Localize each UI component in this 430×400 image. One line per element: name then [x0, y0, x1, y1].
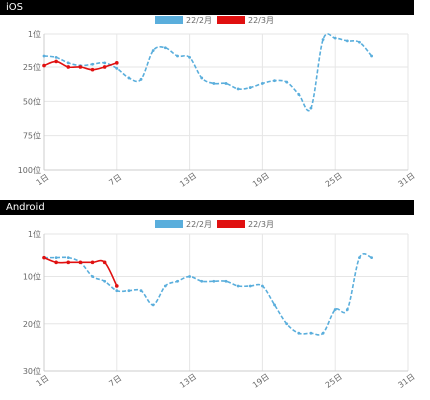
ios-data-point-mar — [66, 65, 71, 69]
ios-data-point-feb — [261, 82, 264, 85]
ios-x-tick-label: 13日 — [178, 171, 198, 189]
ios-y-tick-label: 25位 — [23, 62, 41, 72]
android-data-point-feb — [200, 279, 204, 283]
android-data-point-feb — [188, 275, 192, 278]
android-x-tick-label: 31日 — [397, 372, 417, 390]
ios-data-point-feb — [42, 54, 46, 58]
android-data-point-feb — [333, 308, 337, 311]
android-data-point-mar — [115, 284, 119, 288]
ios-data-point-feb — [188, 55, 192, 59]
android-data-point-feb — [273, 303, 276, 307]
android-x-tick-label: 13日 — [178, 372, 198, 390]
ios-data-point-feb — [127, 76, 131, 80]
android-data-point-mar — [66, 260, 71, 265]
android-data-point-feb — [285, 322, 289, 326]
android-x-tick-label: 25日 — [324, 372, 344, 390]
ios-data-point-mar — [102, 65, 107, 69]
ios-legend-label-feb: 22/2月 — [186, 16, 212, 25]
android-data-point-feb — [370, 256, 373, 260]
android-data-point-mar — [78, 260, 83, 265]
android-x-tick-label: 19日 — [251, 372, 271, 390]
android-y-tick-label: 30位 — [23, 366, 41, 376]
ios-data-point-feb — [333, 36, 337, 40]
ios-data-point-feb — [212, 82, 216, 85]
ios-data-point-feb — [297, 93, 301, 96]
ios-series-line-feb — [43, 33, 373, 112]
ios-data-point-mar — [42, 63, 46, 68]
android-data-point-feb — [127, 289, 131, 293]
ios-data-point-feb — [151, 49, 155, 52]
ios-data-point-feb — [54, 55, 58, 59]
android-x-tick-label: 7日 — [107, 374, 123, 389]
android-data-point-feb — [176, 279, 179, 283]
android-data-point-feb — [212, 279, 216, 283]
android-data-point-feb — [224, 279, 228, 283]
android-data-point-feb — [345, 308, 349, 311]
ios-panel-header: iOS — [0, 0, 414, 15]
android-data-point-feb — [151, 303, 155, 307]
ios-data-point-feb — [91, 62, 94, 66]
android-data-point-feb — [54, 256, 58, 260]
android-legend-swatch-feb — [155, 220, 183, 228]
android-legend-label-feb: 22/2月 — [186, 220, 212, 229]
android-data-point-feb — [358, 256, 361, 260]
android-data-point-feb — [163, 284, 167, 288]
ios-data-point-feb — [248, 86, 252, 89]
android-data-point-feb — [321, 331, 325, 335]
ios-data-point-feb — [370, 54, 373, 58]
ios-data-point-mar — [54, 59, 58, 64]
ios-data-point-feb — [236, 87, 240, 91]
ios-data-point-mar — [115, 61, 119, 65]
android-data-point-feb — [297, 331, 301, 335]
android-data-point-mar — [42, 255, 46, 260]
ios-data-point-feb — [309, 106, 313, 110]
android-data-point-feb — [261, 284, 264, 288]
android-data-point-feb — [236, 284, 240, 288]
ios-data-point-mar — [78, 65, 83, 69]
ios-data-point-feb — [345, 39, 349, 43]
ios-data-point-feb — [200, 76, 204, 80]
android-data-point-feb — [66, 256, 70, 260]
ios-x-tick-label: 25日 — [324, 171, 344, 189]
android-data-point-feb — [139, 289, 143, 293]
ios-data-point-feb — [103, 61, 107, 65]
android-data-point-feb — [248, 284, 252, 288]
android-legend-label-mar: 22/3月 — [248, 220, 274, 229]
ios-y-tick-label: 50位 — [23, 96, 41, 106]
android-panel-header: Android — [0, 200, 414, 215]
android-legend-swatch-mar — [217, 220, 245, 228]
ios-legend-swatch-feb — [155, 16, 183, 24]
ios-data-point-mar — [90, 67, 95, 72]
android-data-point-feb — [115, 289, 119, 293]
ios-x-tick-label: 7日 — [107, 173, 123, 188]
android-data-point-feb — [91, 275, 94, 278]
ios-data-point-feb — [273, 79, 276, 83]
ios-y-tick-label: 75位 — [23, 131, 41, 141]
ios-data-point-feb — [176, 54, 179, 58]
ios-y-tick-label: 100位 — [18, 165, 41, 175]
ios-data-point-feb — [115, 66, 119, 70]
android-data-point-feb — [103, 279, 107, 283]
android-y-tick-label: 20位 — [23, 319, 41, 329]
android-data-point-mar — [90, 260, 95, 265]
ios-data-point-feb — [358, 40, 361, 44]
ios-x-tick-label: 19日 — [251, 171, 271, 189]
ios-legend-label-mar: 22/3月 — [248, 16, 274, 25]
android-y-tick-label: 10位 — [23, 272, 41, 282]
ios-data-point-feb — [224, 82, 228, 85]
ios-data-point-feb — [66, 61, 70, 65]
ios-data-point-feb — [285, 80, 289, 84]
android-data-point-feb — [309, 331, 313, 335]
ios-data-point-feb — [163, 46, 167, 50]
ios-x-tick-label: 31日 — [397, 171, 417, 189]
ios-legend-swatch-mar — [217, 16, 245, 24]
ios-y-tick-label: 1位 — [28, 29, 41, 39]
android-data-point-mar — [102, 260, 107, 265]
ios-data-point-feb — [321, 38, 325, 41]
android-y-tick-label: 1位 — [28, 229, 41, 239]
android-data-point-mar — [54, 260, 58, 265]
ios-data-point-feb — [139, 77, 143, 81]
android-series-line-feb — [44, 253, 372, 336]
